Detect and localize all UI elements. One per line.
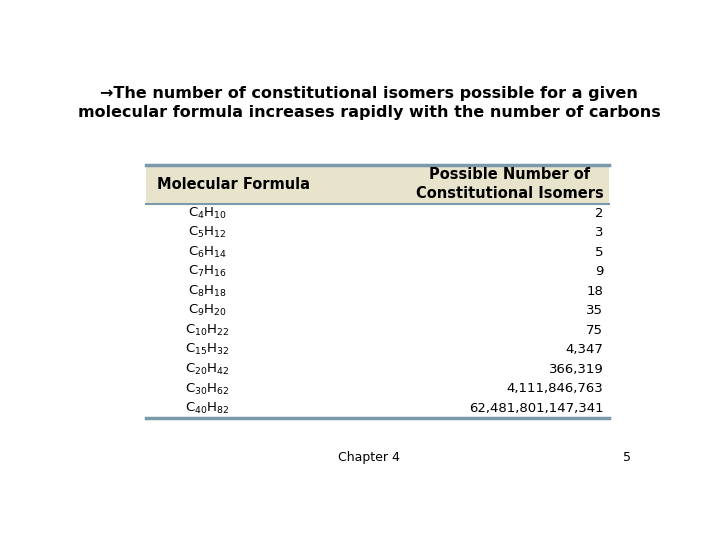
Text: C$_{40}$H$_{82}$: C$_{40}$H$_{82}$ xyxy=(185,401,230,416)
Text: 35: 35 xyxy=(586,305,603,318)
Text: →The number of constitutional isomers possible for a given
molecular formula inc: →The number of constitutional isomers po… xyxy=(78,85,660,120)
Text: C$_6$H$_{14}$: C$_6$H$_{14}$ xyxy=(188,245,227,260)
Text: 62,481,801,147,341: 62,481,801,147,341 xyxy=(469,402,603,415)
Text: 366,319: 366,319 xyxy=(549,363,603,376)
Text: 3: 3 xyxy=(595,226,603,239)
Text: C$_{30}$H$_{62}$: C$_{30}$H$_{62}$ xyxy=(185,381,230,396)
Text: 2: 2 xyxy=(595,207,603,220)
Text: C$_5$H$_{12}$: C$_5$H$_{12}$ xyxy=(188,225,226,240)
Text: C$_4$H$_{10}$: C$_4$H$_{10}$ xyxy=(188,206,227,221)
Text: 5: 5 xyxy=(595,246,603,259)
Text: 4,111,846,763: 4,111,846,763 xyxy=(507,382,603,395)
Text: 4,347: 4,347 xyxy=(565,343,603,356)
Text: C$_{15}$H$_{32}$: C$_{15}$H$_{32}$ xyxy=(185,342,230,357)
Text: C$_9$H$_{20}$: C$_9$H$_{20}$ xyxy=(188,303,227,319)
Text: C$_{10}$H$_{22}$: C$_{10}$H$_{22}$ xyxy=(185,323,230,338)
Text: 5: 5 xyxy=(624,451,631,464)
Text: C$_8$H$_{18}$: C$_8$H$_{18}$ xyxy=(188,284,227,299)
Bar xyxy=(145,165,609,204)
Text: C$_{20}$H$_{42}$: C$_{20}$H$_{42}$ xyxy=(185,362,230,377)
Text: C$_7$H$_{16}$: C$_7$H$_{16}$ xyxy=(188,265,227,280)
Text: 9: 9 xyxy=(595,265,603,279)
Text: 75: 75 xyxy=(586,324,603,337)
Text: 18: 18 xyxy=(587,285,603,298)
Text: Chapter 4: Chapter 4 xyxy=(338,451,400,464)
Text: Molecular Formula: Molecular Formula xyxy=(157,177,310,192)
Text: Possible Number of
Constitutional Isomers: Possible Number of Constitutional Isomer… xyxy=(415,167,603,201)
